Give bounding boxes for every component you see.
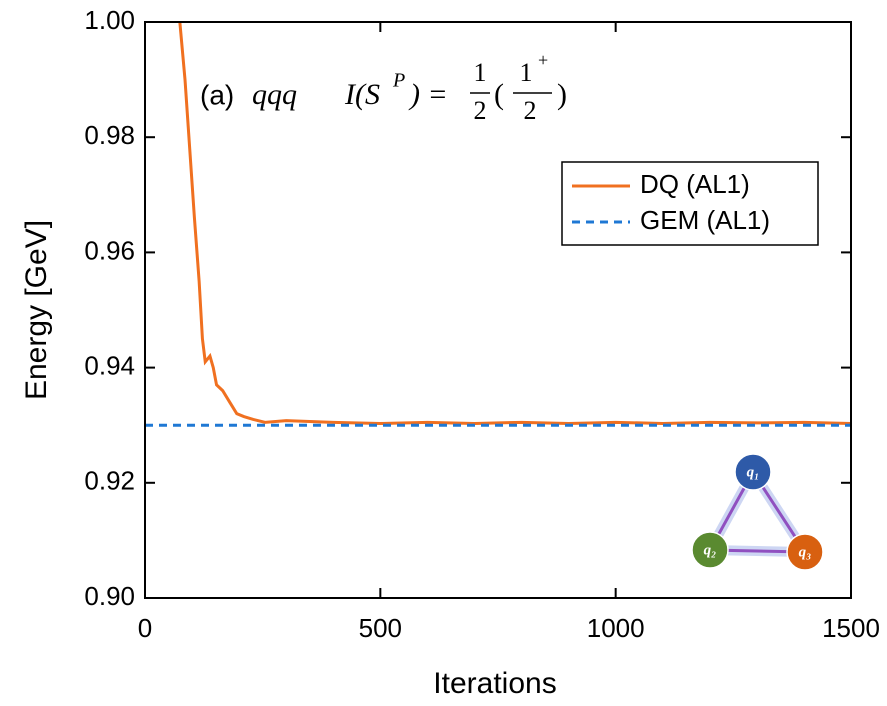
y-tick-label: 0.94 <box>84 350 135 380</box>
x-tick-label: 500 <box>359 613 402 643</box>
inset-node-label: q₁ <box>747 464 760 480</box>
fraction-sup: + <box>538 50 548 70</box>
formula-lhs: I(S <box>344 78 380 111</box>
fraction-num: 1 <box>474 58 487 87</box>
inset-node-label: q₂ <box>704 542 717 558</box>
fraction-den: 2 <box>474 96 487 125</box>
x-tick-label: 1500 <box>822 613 880 643</box>
inset-node <box>691 531 729 569</box>
legend: DQ (AL1) GEM (AL1) <box>561 161 819 246</box>
formula-close: ) = <box>408 78 448 111</box>
inset: q₁ q₂ q₃ <box>691 453 824 571</box>
annotation: (a) qqq I(S P ) = 1 2 ( 1 + 2 ) <box>200 50 567 125</box>
legend-label: DQ (AL1) <box>640 169 750 199</box>
y-axis-label: Energy [GeV] <box>20 220 53 400</box>
paren-open: ( <box>494 78 504 111</box>
x-tick-label: 1000 <box>587 613 645 643</box>
y-tick-label: 0.92 <box>84 466 135 496</box>
inset-node <box>786 533 824 571</box>
inset-node <box>734 453 772 491</box>
plot-frame <box>144 21 852 599</box>
formula-sup: P <box>392 70 405 92</box>
fraction-den: 2 <box>524 96 537 125</box>
paren-close: ) <box>557 78 567 111</box>
data-line <box>178 22 851 425</box>
y-tick-label: 1.00 <box>84 5 135 35</box>
panel-label: (a) <box>200 79 234 110</box>
system: qqq <box>252 78 297 111</box>
x-axis-label: Iterations <box>433 667 556 700</box>
fraction-num: 1 <box>520 58 533 87</box>
y-tick-label: 0.96 <box>84 235 135 265</box>
legend-box <box>561 161 819 246</box>
legend-label: GEM (AL1) <box>640 205 770 235</box>
inset-triangle <box>707 469 808 554</box>
x-tick-label: 0 <box>138 613 152 643</box>
inset-node-label: q₃ <box>799 544 812 560</box>
y-tick-label: 0.90 <box>84 581 135 611</box>
y-tick-label: 0.98 <box>84 120 135 150</box>
